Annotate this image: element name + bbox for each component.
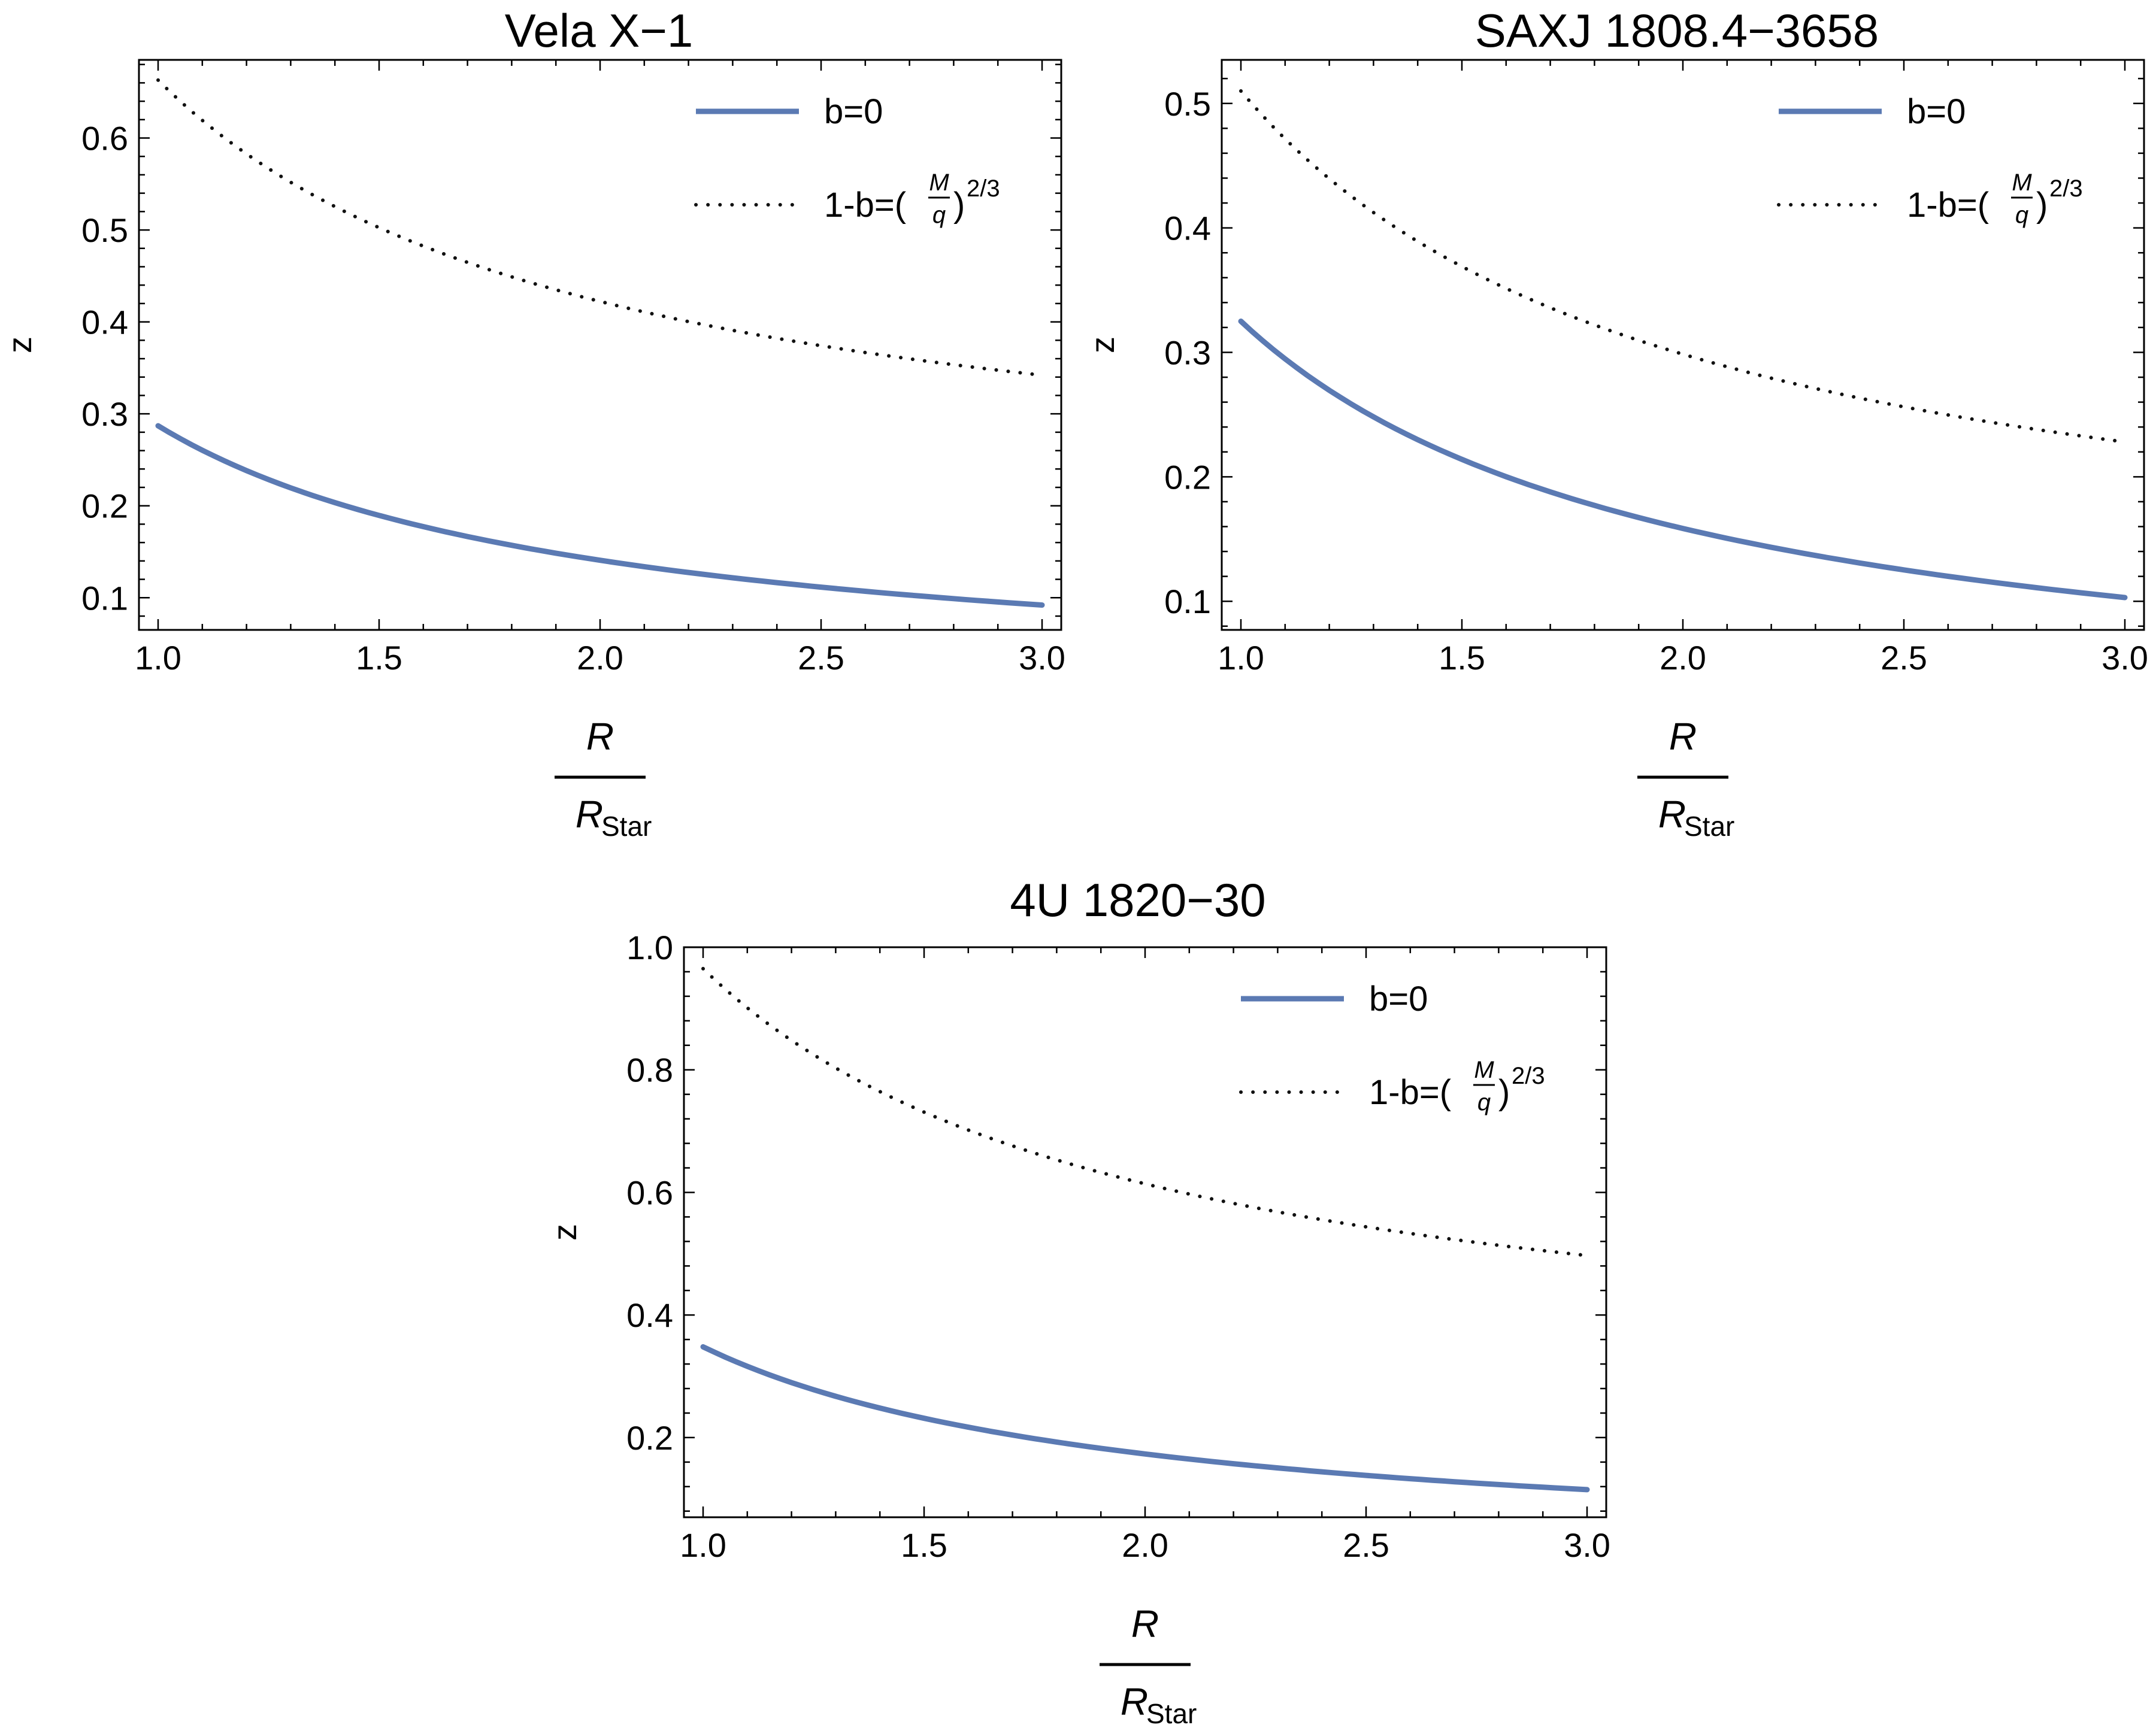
- y-tick-label: 0.6: [626, 1174, 673, 1211]
- y-tick-label: 0.2: [626, 1419, 673, 1457]
- x-label-subscript: Star: [601, 811, 652, 842]
- x-tick-label: 2.0: [1660, 639, 1706, 677]
- legend-frac-num: M: [2012, 169, 2032, 196]
- y-tick-label: 0.3: [1164, 334, 1211, 371]
- legend-label-solid: b=0: [824, 92, 883, 131]
- x-label-numerator: R: [1131, 1602, 1159, 1645]
- legend-frac-num: M: [1474, 1057, 1494, 1083]
- legend-label-dotted-suffix: ): [2036, 186, 2048, 225]
- x-tick-label: 3.0: [1564, 1526, 1610, 1564]
- series-line-solid: [700, 1344, 1590, 1493]
- y-tick-label: 0.5: [81, 211, 128, 249]
- legend-frac-num: M: [929, 169, 949, 196]
- legend-label-dotted-prefix: 1-b=(: [1369, 1073, 1451, 1112]
- x-tick-label: 1.5: [1439, 639, 1485, 677]
- x-label-subscript: Star: [1146, 1698, 1197, 1729]
- plot-frame: [138, 59, 1062, 631]
- x-label-denominator: R: [576, 793, 603, 836]
- x-label-denominator: R: [1121, 1680, 1148, 1723]
- plot-frame: [683, 946, 1607, 1518]
- y-tick-label: 0.4: [81, 304, 128, 341]
- legend-frac-den: q: [932, 202, 946, 228]
- x-tick-label: 1.0: [135, 639, 181, 677]
- x-tick-label: 1.5: [901, 1526, 947, 1564]
- legend-label-solid: b=0: [1369, 980, 1428, 1018]
- y-axis-label: z: [546, 1224, 583, 1241]
- legend: b=0 1-b=( Mq) 2/3: [1777, 92, 2083, 228]
- legend-label-dotted-prefix: 1-b=(: [824, 186, 906, 225]
- x-tick-label: 2.0: [1122, 1526, 1168, 1564]
- plot-frame: [1221, 59, 2145, 631]
- y-tick-label: 0.3: [81, 395, 128, 433]
- legend-label-dotted-suffix: ): [953, 186, 965, 225]
- chart-panel-1: Vela X−1 1.0 1.5 2.0 2.5 3.0 0.1 0.2 0.3 0.4 0.5 0.…: [1, 4, 1065, 842]
- legend: b=0 1-b=( Mq) 2/3: [1239, 980, 1545, 1115]
- series-line-dotted: [1239, 89, 2127, 444]
- y-tick-label: 0.2: [81, 487, 128, 525]
- chart-panel-2: SAXJ 1808.4−3658 1.0 1.5 2.0 2.5 3.0 0.1 0.2 0.3…: [1083, 4, 2148, 842]
- legend-label-dotted-prefix: 1-b=(: [1907, 186, 1989, 225]
- x-label-subscript: Star: [1684, 811, 1734, 842]
- x-label-denominator: R: [1658, 793, 1686, 836]
- chart-panel-3: 4U 1820−30 1.0 1.5 2.0 2.5 3.0 0.2 0.4 0.6 0.8 1.0…: [546, 874, 1610, 1729]
- y-tick-label: 0.4: [626, 1296, 673, 1334]
- y-tick-label: 0.4: [1164, 210, 1211, 247]
- x-tick-label: 2.5: [1881, 639, 1927, 677]
- legend-frac-den: q: [2015, 202, 2028, 228]
- series-line-solid: [155, 423, 1045, 608]
- x-tick-label: 3.0: [1019, 639, 1065, 677]
- y-tick-label: 0.8: [626, 1051, 673, 1089]
- series-line-solid: [1238, 319, 2128, 601]
- x-tick-label: 1.0: [1218, 639, 1264, 677]
- legend-label-exponent: 2/3: [967, 175, 1000, 202]
- y-tick-label: 0.5: [1164, 85, 1211, 123]
- y-tick-label: 0.6: [81, 120, 128, 157]
- x-tick-label: 2.5: [798, 639, 844, 677]
- chart-title: Vela X−1: [505, 4, 693, 57]
- legend-label-dotted-suffix: ): [1498, 1073, 1510, 1112]
- y-axis-label: z: [1083, 337, 1121, 353]
- x-label-numerator: R: [586, 715, 614, 758]
- x-tick-label: 2.5: [1343, 1526, 1389, 1564]
- legend-label-exponent: 2/3: [2049, 175, 2083, 202]
- x-label-numerator: R: [1669, 715, 1697, 758]
- chart-title: 4U 1820−30: [1010, 874, 1265, 926]
- x-tick-label: 3.0: [2102, 639, 2148, 677]
- series-line-dotted: [156, 78, 1044, 377]
- legend-label-exponent: 2/3: [1512, 1063, 1545, 1089]
- x-tick-label: 2.0: [577, 639, 623, 677]
- y-tick-label: 1.0: [626, 929, 673, 966]
- x-tick-label: 1.0: [680, 1526, 726, 1564]
- y-tick-label: 0.2: [1164, 458, 1211, 496]
- legend: b=0 1-b=( Mq) 2/3: [694, 92, 1000, 228]
- y-tick-label: 0.1: [1164, 583, 1211, 620]
- legend-label-solid: b=0: [1907, 92, 1966, 131]
- chart-title: SAXJ 1808.4−3658: [1475, 4, 1879, 57]
- legend-frac-den: q: [1477, 1089, 1491, 1115]
- series-line-dotted: [701, 966, 1589, 1257]
- y-axis-label: z: [1, 337, 38, 353]
- x-tick-label: 1.5: [356, 639, 402, 677]
- y-tick-label: 0.1: [81, 579, 128, 617]
